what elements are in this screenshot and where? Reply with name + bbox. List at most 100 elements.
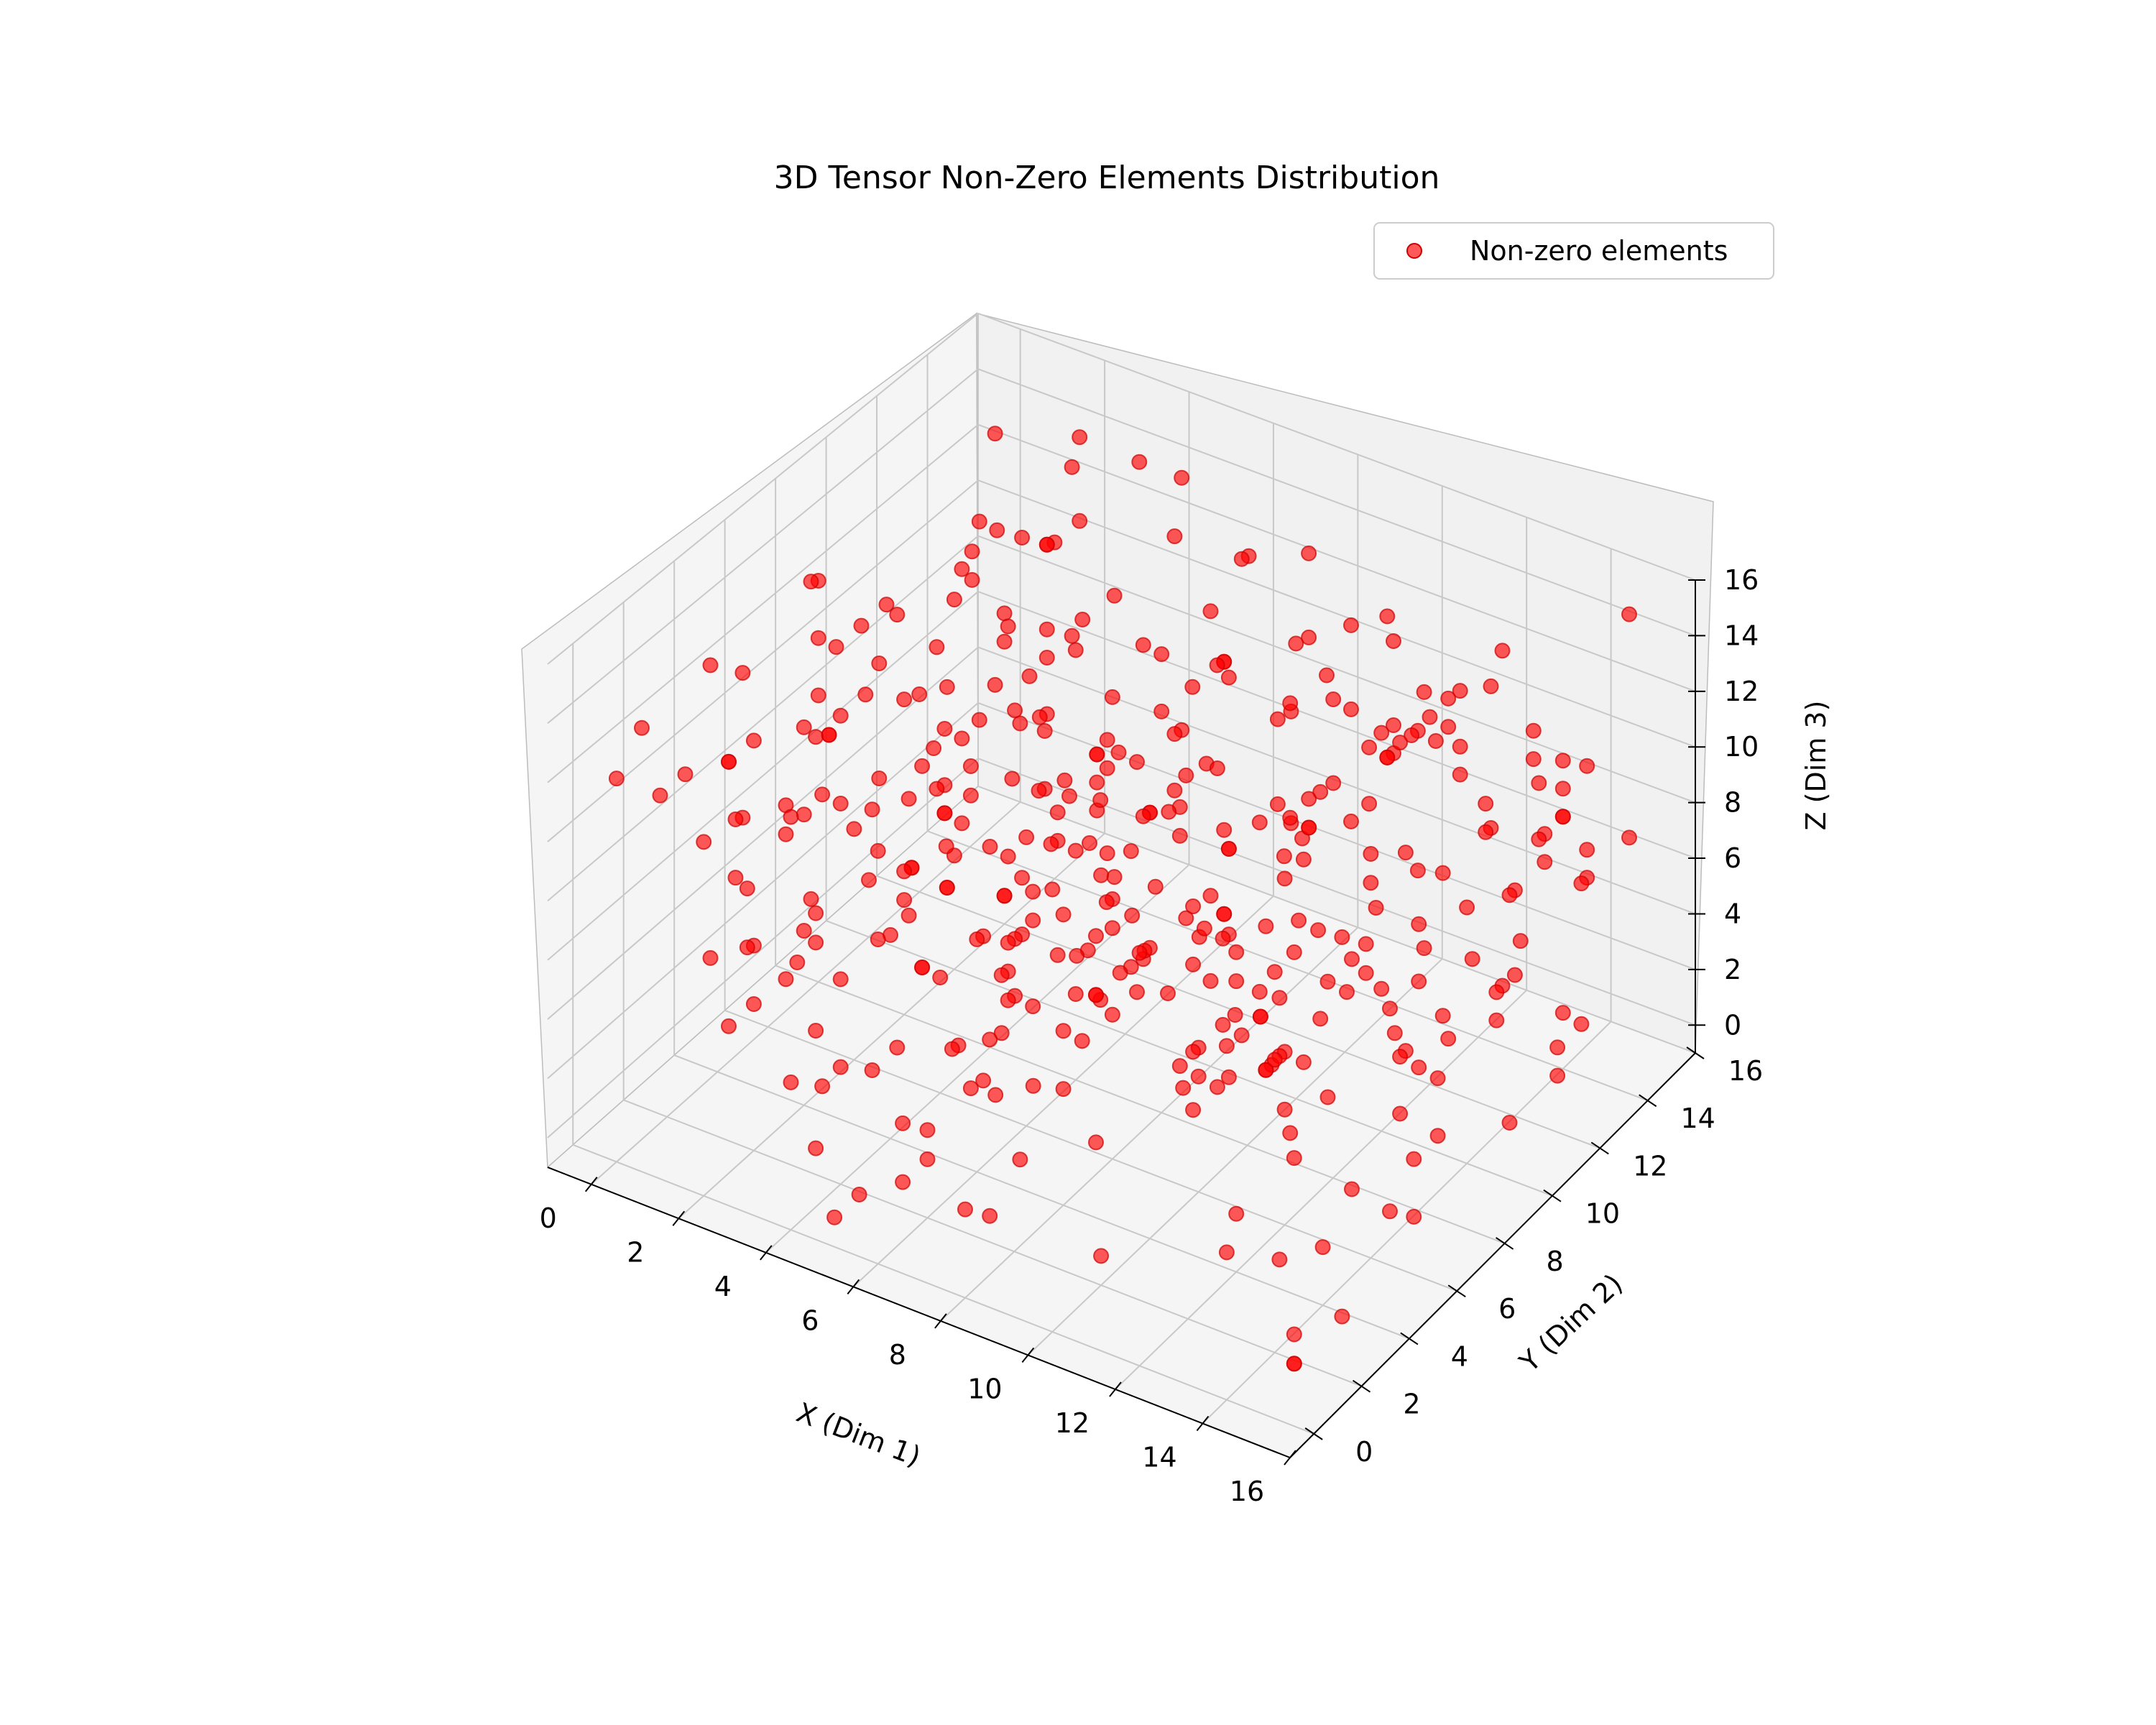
z-tick-label: 0	[1724, 1009, 1741, 1041]
z-axis-label: Z (Dim 3)	[1800, 701, 1832, 831]
data-point	[634, 719, 650, 736]
y-gridline-floor	[724, 1009, 1457, 1292]
data-point	[1025, 998, 1041, 1015]
data-point	[1220, 1069, 1237, 1085]
data-point	[989, 522, 1005, 538]
x-axis-line	[547, 1167, 1291, 1458]
data-point	[936, 721, 953, 737]
data-point	[946, 592, 962, 608]
data-point	[1227, 1007, 1243, 1023]
data-point	[1621, 829, 1637, 846]
data-point	[926, 740, 942, 756]
data-point	[1099, 732, 1115, 748]
data-point	[914, 758, 931, 774]
data-point	[878, 597, 895, 613]
data-point	[1363, 875, 1379, 891]
data-point	[1000, 618, 1016, 635]
data-point	[1373, 980, 1390, 997]
data-point	[1153, 646, 1170, 663]
data-point	[1069, 947, 1085, 964]
data-point	[1074, 612, 1091, 627]
data-point	[1147, 878, 1164, 895]
data-point	[1319, 973, 1336, 990]
data-point	[1452, 766, 1468, 783]
data-point	[1358, 936, 1374, 952]
legend-box	[1373, 222, 1774, 280]
data-point	[1055, 1023, 1072, 1039]
z-tick-label: 8	[1724, 787, 1741, 819]
z-gridline-back	[977, 591, 1696, 859]
data-point	[1088, 1134, 1104, 1151]
data-point	[1531, 831, 1547, 847]
data-point	[1478, 796, 1494, 812]
y-tick	[1400, 1332, 1419, 1346]
data-point	[1202, 603, 1219, 620]
data-point	[864, 1062, 880, 1078]
data-point	[1218, 1038, 1235, 1054]
data-point	[1196, 920, 1212, 937]
data-point	[677, 766, 694, 783]
y-tick-label: 4	[1451, 1340, 1468, 1372]
data-point	[1363, 846, 1379, 862]
data-point	[808, 1023, 824, 1039]
data-point	[864, 801, 880, 818]
data-point	[832, 971, 849, 988]
data-point	[1106, 587, 1123, 604]
data-point	[1089, 746, 1105, 763]
data-point	[1494, 643, 1511, 659]
data-point	[1216, 906, 1233, 922]
data-point	[1251, 983, 1268, 1000]
z-gridline-side	[547, 368, 979, 724]
data-point	[1049, 804, 1066, 821]
data-point	[1258, 918, 1274, 934]
x-tick-label: 14	[1142, 1441, 1176, 1473]
data-point	[969, 931, 985, 947]
data-point	[808, 934, 824, 951]
data-point	[1153, 703, 1170, 719]
data-point	[727, 870, 744, 886]
data-point	[1373, 724, 1390, 741]
data-point	[1286, 944, 1302, 960]
data-point	[1131, 454, 1148, 470]
data-point	[1276, 848, 1292, 865]
data-point	[982, 1208, 998, 1224]
z-gridline-side	[547, 758, 979, 1138]
data-point	[727, 811, 744, 827]
data-point	[1554, 781, 1571, 797]
data-point	[1135, 808, 1151, 824]
data-point	[778, 971, 794, 988]
data-point	[919, 1151, 936, 1167]
data-point	[1422, 709, 1438, 725]
data-point	[1056, 772, 1073, 788]
data-point	[851, 1187, 867, 1202]
data-point	[1129, 984, 1145, 1000]
data-point	[1067, 986, 1084, 1002]
data-point	[1282, 1125, 1299, 1141]
data-point	[896, 892, 913, 908]
y-tick	[1447, 1284, 1466, 1298]
data-point	[1178, 910, 1194, 926]
data-point	[1416, 684, 1432, 700]
z-gridline-back	[977, 535, 1696, 804]
data-point	[1427, 733, 1444, 749]
data-point	[1343, 701, 1359, 717]
data-point	[1175, 1080, 1192, 1096]
data-point	[821, 727, 837, 743]
data-point	[1406, 1208, 1422, 1225]
y-tick-label: 2	[1403, 1389, 1420, 1420]
x-tick-label: 12	[1055, 1407, 1089, 1439]
data-point	[1301, 545, 1317, 561]
data-point	[1228, 944, 1245, 960]
data-point	[1295, 1054, 1312, 1070]
data-point	[1282, 695, 1299, 712]
data-point	[871, 770, 888, 786]
data-point	[1072, 429, 1088, 446]
x-tick	[1021, 1347, 1035, 1363]
data-point	[954, 730, 970, 747]
z-gridline-back	[977, 313, 1696, 581]
data-point	[896, 863, 913, 880]
data-point	[1166, 726, 1183, 742]
data-point	[810, 687, 826, 704]
y-tick	[1639, 1094, 1657, 1108]
data-point	[1202, 972, 1219, 989]
